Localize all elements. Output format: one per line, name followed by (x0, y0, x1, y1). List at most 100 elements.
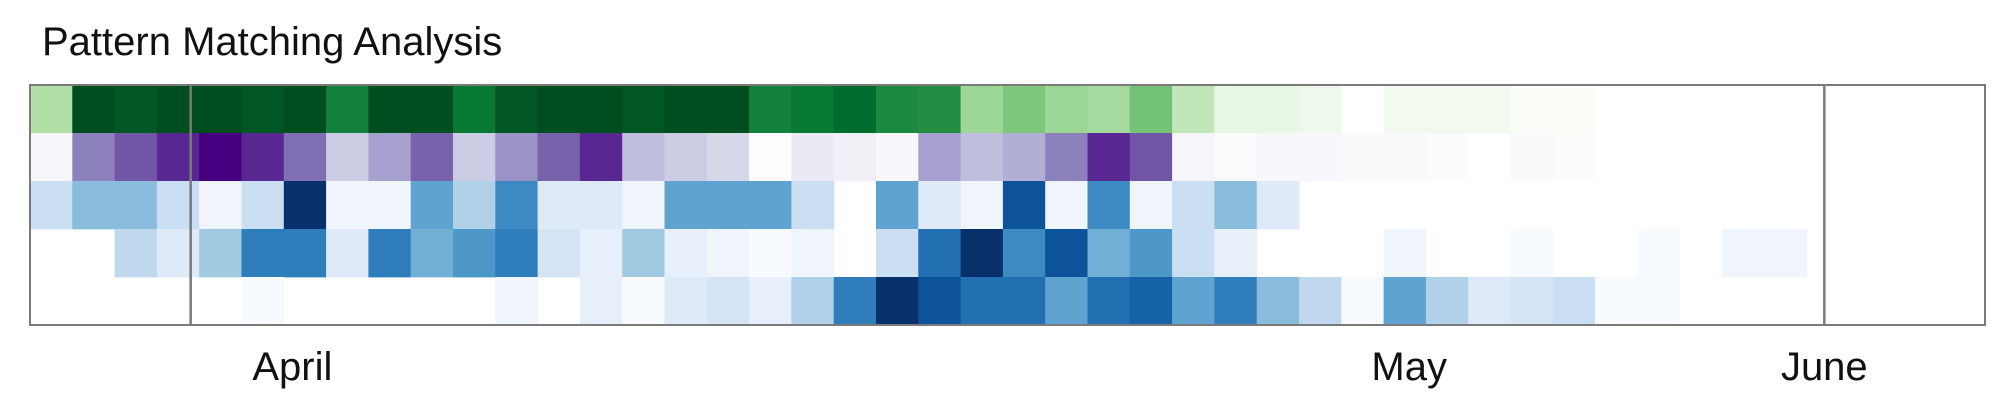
heatmap-cell (537, 229, 581, 278)
heatmap-cell (706, 85, 750, 134)
heatmap-cell (833, 85, 877, 134)
heatmap-cell (1468, 277, 1512, 326)
heatmap-cell (579, 133, 623, 182)
x-axis-labels: April May June (252, 345, 1867, 389)
heatmap-cell (114, 85, 158, 134)
heatmap-cell (495, 133, 539, 182)
heatmap-cell (72, 133, 116, 182)
heatmap-cell (368, 229, 412, 278)
heatmap-cell (1552, 133, 1596, 182)
heatmap-cell (495, 181, 539, 230)
heatmap-cell (495, 277, 539, 326)
heatmap-cell (114, 229, 158, 278)
heatmap-cell (664, 181, 708, 230)
heatmap-cell (1552, 85, 1596, 134)
heatmap-cell (622, 229, 666, 278)
heatmap-cell (706, 277, 750, 326)
x-tick-label: April (252, 345, 332, 389)
heatmap-cell (791, 277, 835, 326)
heatmap-cell (622, 181, 666, 230)
heatmap-cell (791, 229, 835, 278)
heatmap-cell (664, 277, 708, 326)
heatmap-cell (1510, 85, 1554, 134)
heatmap-cell (1383, 85, 1427, 134)
heatmap-cell (749, 277, 792, 326)
heatmap-cell (1256, 277, 1300, 326)
heatmap-cell (199, 181, 243, 230)
heatmap-cell (1002, 181, 1046, 230)
heatmap-cell (453, 181, 496, 230)
heatmap-cell (156, 181, 200, 230)
plot-border (29, 84, 1986, 326)
heatmap-cell (579, 277, 623, 326)
plot-frame (29, 84, 1986, 326)
heatmap-cell (30, 133, 73, 182)
heatmap-cell (960, 181, 1004, 230)
heatmap-cell (664, 229, 708, 278)
heatmap-cell (579, 181, 623, 230)
heatmap-cell (791, 181, 835, 230)
heatmap-cell (326, 181, 369, 230)
heatmap-cell (495, 85, 539, 134)
heatmap-cell (833, 133, 877, 182)
heatmap-cell (1510, 133, 1554, 182)
heatmap-cell (918, 229, 962, 278)
heatmap-cell (876, 85, 919, 134)
heatmap-cell (1299, 133, 1342, 182)
heatmap-cell (960, 229, 1004, 278)
heatmap-cell (1214, 85, 1258, 134)
heatmap-cell (1214, 133, 1258, 182)
heatmap-cell (156, 85, 200, 134)
heatmap-cell (368, 181, 412, 230)
heatmap-cell (876, 181, 919, 230)
heatmap-cell (1172, 229, 1215, 278)
heatmap-cell (1214, 229, 1258, 278)
heatmap-cell (453, 229, 496, 278)
heatmap-cell (1552, 277, 1596, 326)
heatmap-cell (156, 133, 200, 182)
heatmap-cell (453, 133, 496, 182)
heatmap-cell (537, 85, 581, 134)
heatmap-cell (1129, 133, 1173, 182)
heatmap-cell (283, 133, 327, 182)
heatmap-cell (199, 229, 243, 278)
heatmap-cell (876, 277, 919, 326)
heatmap-cell (622, 133, 666, 182)
heatmap-cell (283, 85, 327, 134)
heatmap-cell (1087, 133, 1131, 182)
heatmap-cell (749, 181, 792, 230)
heatmap-cell (1722, 229, 1765, 278)
heatmap-cell (1637, 229, 1681, 278)
heatmap-cell (368, 85, 412, 134)
heatmap-cell (664, 85, 708, 134)
heatmap-cell (30, 85, 73, 134)
heatmap-cell (326, 133, 369, 182)
heatmap-cell (622, 85, 666, 134)
heatmap-cell (749, 85, 792, 134)
heatmap-cell (918, 181, 962, 230)
heatmap-cell (156, 229, 200, 278)
heatmap-cell (1129, 229, 1173, 278)
heatmap-cell (706, 133, 750, 182)
heatmap-cell (283, 229, 327, 278)
heatmap-cell (241, 181, 285, 230)
heatmap-cell (1045, 133, 1089, 182)
heatmap-cell (1341, 133, 1385, 182)
heatmap-cell (537, 181, 581, 230)
heatmap-cell (199, 133, 243, 182)
heatmap-cell (1341, 277, 1385, 326)
heatmap-cell (326, 85, 369, 134)
heatmap-cell (664, 133, 708, 182)
heatmap-cell (495, 229, 539, 278)
heatmap-cell (622, 277, 666, 326)
heatmap-cell (706, 229, 750, 278)
heatmap-cell (1595, 277, 1638, 326)
heatmap-cell (241, 277, 285, 326)
x-tick-label: May (1371, 345, 1447, 389)
heatmap-cell (1299, 277, 1342, 326)
heatmap-cell (537, 133, 581, 182)
heatmap-cell (1087, 229, 1131, 278)
heatmap-cell (241, 85, 285, 134)
heatmap-cell (1002, 85, 1046, 134)
heatmap-cell (1045, 277, 1089, 326)
